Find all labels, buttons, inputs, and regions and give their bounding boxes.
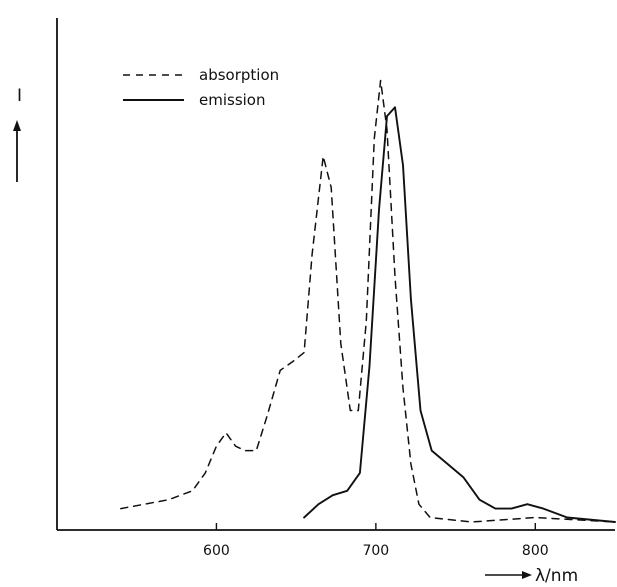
series-layer <box>120 79 616 523</box>
y-axis-label-group: I <box>13 86 22 182</box>
legend-label-absorption: absorption <box>199 66 279 84</box>
emission-series-line <box>303 106 616 523</box>
x-tick-label-600: 600 <box>203 543 230 559</box>
x-tick-label-800: 800 <box>522 543 549 559</box>
legend-label-emission: emission <box>199 91 266 109</box>
x-axis-label-group: λ/nm <box>485 566 578 586</box>
y-axis-label: I <box>17 86 22 106</box>
x-tick-label-700: 700 <box>362 543 389 559</box>
x-axis-label: λ/nm <box>535 566 578 586</box>
x-axis-ticks: 600 700 800 <box>203 523 549 559</box>
plot-frame <box>56 18 615 531</box>
legend: absorption emission <box>123 66 279 109</box>
y-axis-arrow-head <box>13 120 21 131</box>
absorption-series-line <box>120 79 616 523</box>
x-axis-arrow-head <box>522 571 532 579</box>
